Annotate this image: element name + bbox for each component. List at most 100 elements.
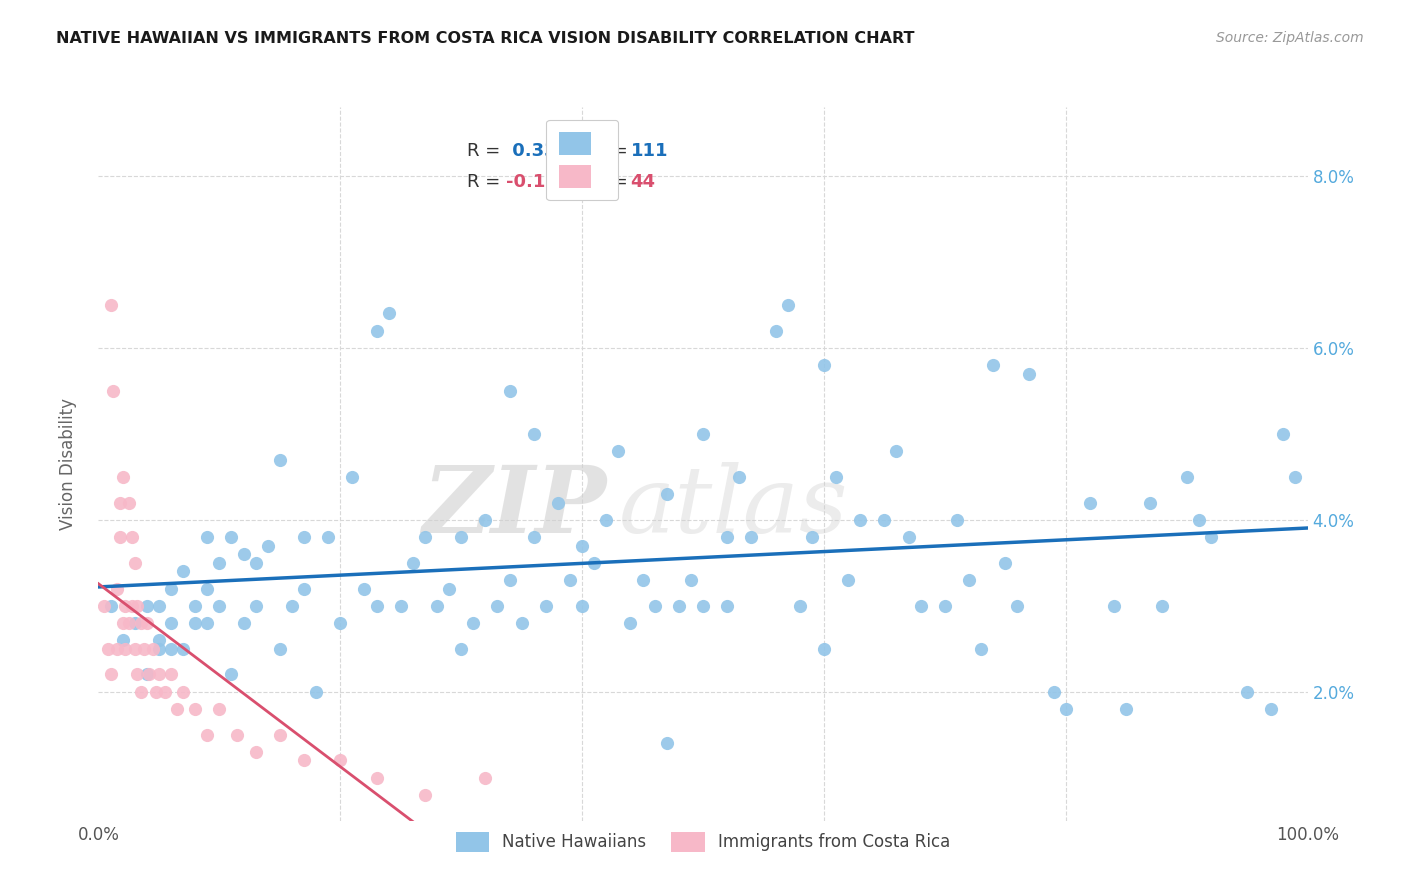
Point [510, 615, 533, 630]
Point [644, 599, 666, 613]
Point [353, 582, 375, 596]
Point [124, 615, 146, 630]
Point [547, 495, 569, 509]
Point [523, 426, 546, 441]
Point [765, 324, 787, 338]
Point [342, 469, 364, 483]
Point [269, 641, 291, 656]
Point [389, 599, 412, 613]
Point [366, 324, 388, 338]
Point [437, 582, 460, 596]
Point [886, 444, 908, 458]
Point [1272, 426, 1295, 441]
Point [208, 702, 231, 716]
Text: 44: 44 [630, 173, 655, 191]
Point [105, 641, 128, 656]
Point [1284, 469, 1306, 483]
Text: 0.332: 0.332 [506, 143, 569, 161]
Point [679, 573, 702, 587]
Point [269, 452, 291, 467]
Point [269, 728, 291, 742]
Point [1018, 367, 1040, 381]
Text: ZIP: ZIP [422, 462, 606, 551]
Point [813, 641, 835, 656]
Point [135, 599, 157, 613]
Point [716, 599, 738, 613]
Point [245, 599, 267, 613]
Point [800, 530, 823, 544]
Point [934, 599, 956, 613]
Point [692, 599, 714, 613]
Point [124, 556, 146, 570]
Point [366, 599, 388, 613]
Point [897, 530, 920, 544]
Point [366, 771, 388, 785]
Point [377, 306, 399, 320]
Point [111, 615, 134, 630]
Point [571, 539, 593, 553]
Point [329, 754, 352, 768]
Point [825, 469, 848, 483]
Point [873, 513, 896, 527]
Point [195, 615, 218, 630]
Point [1115, 702, 1137, 716]
Point [910, 599, 932, 613]
Point [668, 599, 690, 613]
Point [245, 556, 267, 570]
Point [142, 641, 165, 656]
Point [135, 667, 157, 681]
Point [571, 599, 593, 613]
Point [160, 667, 183, 681]
Point [413, 788, 436, 802]
Point [172, 684, 194, 698]
Point [1054, 702, 1077, 716]
Point [208, 556, 231, 570]
Point [160, 641, 183, 656]
Point [114, 599, 136, 613]
Point [849, 513, 872, 527]
Point [728, 469, 751, 483]
Point [292, 530, 315, 544]
Point [413, 530, 436, 544]
Point [607, 444, 630, 458]
Point [498, 384, 520, 398]
Point [160, 615, 183, 630]
Point [1236, 684, 1258, 698]
Point [402, 556, 425, 570]
Point [184, 702, 207, 716]
Y-axis label: Vision Disability: Vision Disability [59, 398, 77, 530]
Point [195, 530, 218, 544]
Point [498, 573, 520, 587]
Text: NATIVE HAWAIIAN VS IMMIGRANTS FROM COSTA RICA VISION DISABILITY CORRELATION CHAR: NATIVE HAWAIIAN VS IMMIGRANTS FROM COSTA… [56, 31, 915, 46]
Point [316, 530, 339, 544]
Text: N =: N = [582, 173, 634, 191]
Point [1152, 599, 1174, 613]
Point [148, 599, 170, 613]
Point [837, 573, 859, 587]
Point [129, 615, 152, 630]
Point [195, 728, 218, 742]
Point [245, 745, 267, 759]
Point [221, 530, 243, 544]
Point [957, 573, 980, 587]
Point [100, 298, 122, 312]
Point [740, 530, 762, 544]
Point [1188, 513, 1211, 527]
Point [127, 599, 149, 613]
Point [946, 513, 969, 527]
Point [108, 530, 131, 544]
Text: 111: 111 [630, 143, 668, 161]
Point [789, 599, 811, 613]
Point [118, 615, 141, 630]
Point [118, 495, 141, 509]
Text: Source: ZipAtlas.com: Source: ZipAtlas.com [1216, 31, 1364, 45]
Point [655, 736, 678, 750]
Point [148, 633, 170, 648]
Point [232, 547, 254, 561]
Point [292, 754, 315, 768]
Point [256, 539, 278, 553]
Point [129, 684, 152, 698]
Point [1260, 702, 1282, 716]
Point [1175, 469, 1198, 483]
Point [184, 599, 207, 613]
